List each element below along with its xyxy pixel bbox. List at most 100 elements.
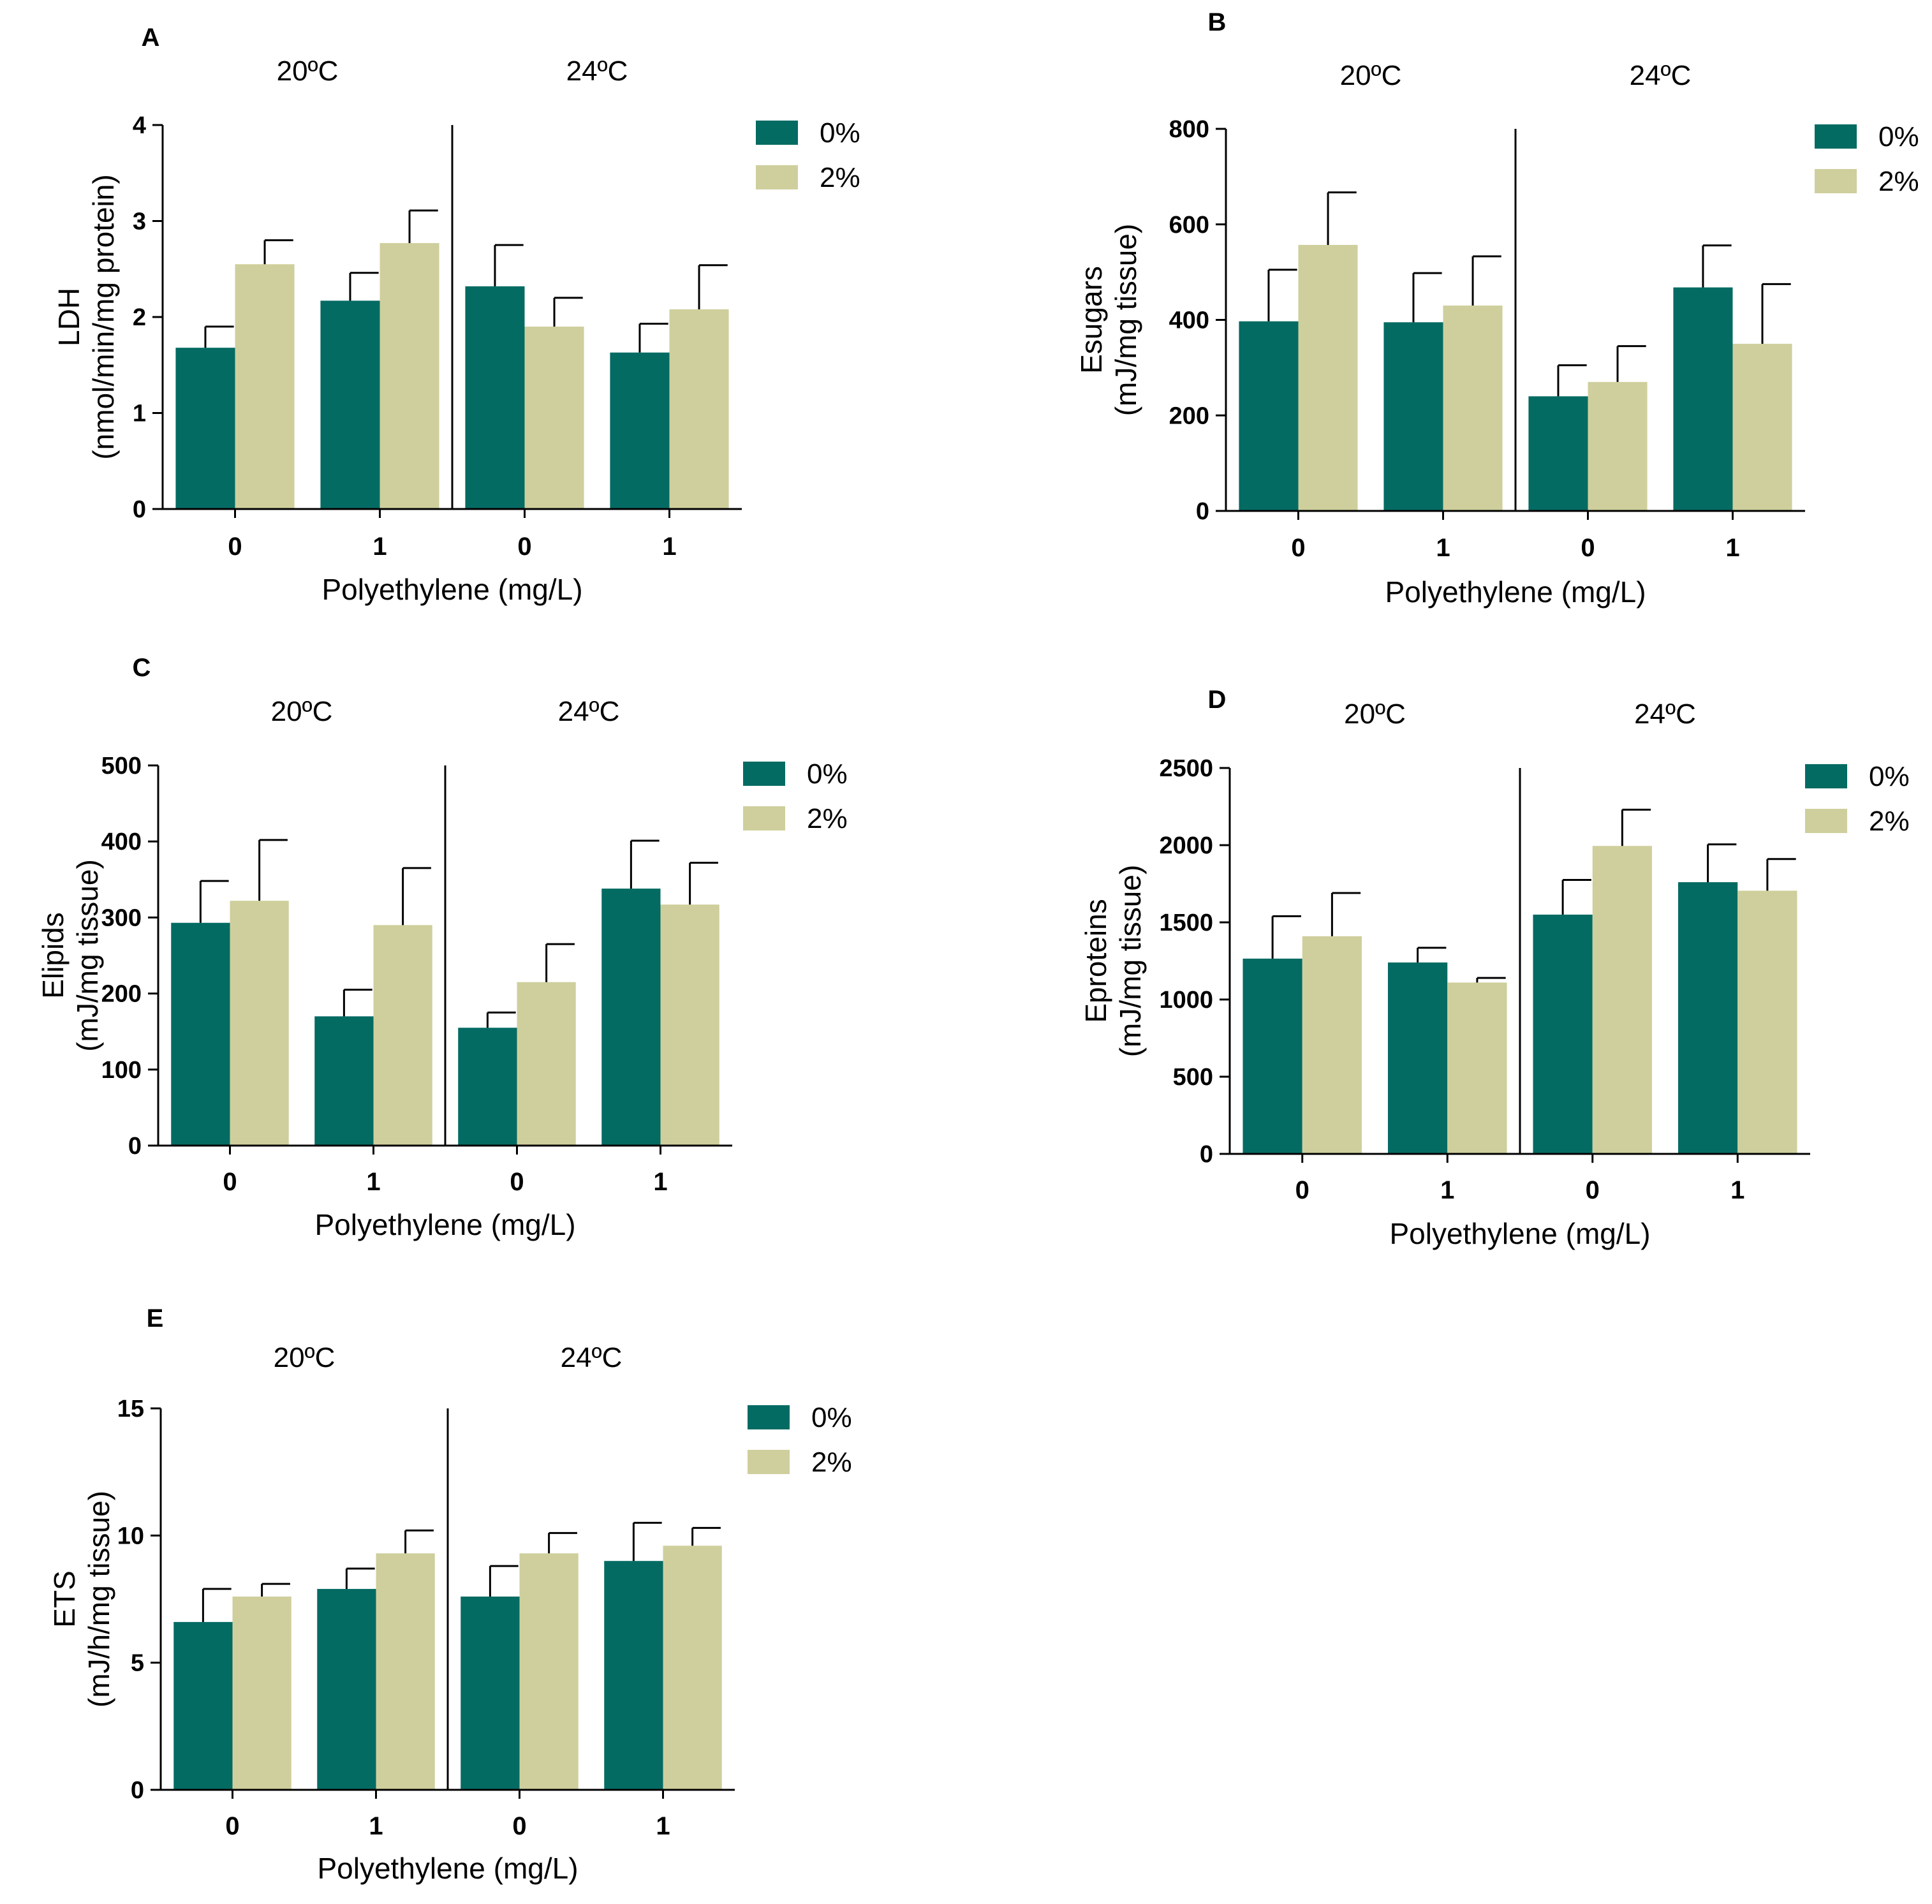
bar-series-2pct [663,1546,722,1790]
x-tick-label: 1 [662,533,676,561]
y-tick-label: 1500 [1159,910,1213,936]
y-tick-label: 15 [117,1396,144,1422]
legend-swatch [1815,169,1857,193]
legend-swatch [1805,809,1847,833]
panel-a: A 20ºC 24ºC 0 1 0 1 0 1 2 3 4 Polyethylene (mg/L) LDH… [52,24,860,606]
bar-series-0pct [461,1597,520,1790]
y-tick-label: 300 [101,904,142,931]
bar-series-0pct [1533,914,1593,1154]
x-tick-label: 1 [1440,1176,1454,1204]
y-axis-title: Eproteins(mJ/mg tissue) [1079,865,1147,1058]
y-tick-label: 10 [117,1523,144,1549]
legend-label: 2% [807,803,848,834]
temperature-label: 20ºC [271,696,333,727]
panel-letter: E [147,1304,164,1332]
temperature-label: 24ºC [1634,698,1696,730]
legend-swatch [748,1450,790,1474]
panel-letter: D [1208,686,1227,714]
legend-label: 2% [1878,166,1919,197]
x-tick-label: 1 [653,1168,667,1196]
bar-series-2pct [1302,936,1362,1154]
y-tick-label: 500 [1173,1064,1213,1091]
legend-swatch [1815,124,1857,149]
legend-swatch [1805,764,1847,788]
x-tick-label: 0 [1581,534,1595,562]
y-tick-label: 0 [1200,1141,1213,1168]
x-axis-title: Polyethylene (mg/L) [317,1852,578,1885]
legend-swatch [756,121,798,145]
x-axis-title: Polyethylene (mg/L) [321,573,582,606]
x-tick-label: 0 [223,1168,237,1196]
bar-series-0pct [1243,958,1302,1154]
y-tick-label: 5 [131,1650,144,1677]
bar-series-0pct [610,352,670,509]
bar-series-2pct [1592,846,1653,1154]
x-axis-title: Polyethylene (mg/L) [314,1208,575,1241]
legend-label: 0% [811,1402,852,1433]
legend-swatch [743,806,785,830]
bar-series-2pct [669,309,729,509]
bar-series-2pct [380,243,439,509]
temperature-label: 24ºC [558,696,620,727]
x-axis-title: Polyethylene (mg/L) [1385,575,1646,609]
bar-series-0pct [601,889,661,1146]
panel-letter: C [133,654,151,682]
y-axis-title: LDH(nmol/min/mg protein) [52,174,120,459]
y-tick-label: 0 [1196,498,1209,525]
bar-series-2pct [1732,343,1792,511]
y-tick-label: 0 [131,1777,144,1804]
y-axis-title: Esugars(mJ/mg tissue) [1075,224,1142,417]
bar-series-2pct [232,1597,291,1790]
bar-series-2pct [1298,244,1358,511]
legend-swatch [743,762,785,786]
panel-letter: A [142,24,160,52]
y-tick-label: 600 [1169,212,1209,239]
x-tick-label: 1 [1725,534,1739,562]
x-tick-label: 0 [225,1812,239,1840]
bar-series-2pct [517,982,576,1146]
temperature-label: 20ºC [1344,698,1406,730]
temperature-label: 24ºC [1630,60,1692,91]
bar-series-2pct [230,901,289,1146]
legend-label: 2% [1869,806,1910,837]
y-tick-label: 2500 [1159,755,1213,782]
y-tick-label: 800 [1169,116,1209,143]
bar-series-2pct [1443,306,1503,511]
bar-series-0pct [604,1561,663,1790]
y-axis-title: Elipids(mJ/mg tissue) [36,859,104,1052]
bar-series-0pct [314,1016,374,1146]
y-tick-label: 200 [101,981,142,1008]
y-tick-label: 1000 [1159,987,1213,1014]
y-tick-label: 4 [133,112,146,139]
temperature-label: 20ºC [1340,60,1402,91]
y-tick-label: 2000 [1159,832,1213,859]
bar-series-0pct [173,1621,233,1790]
x-tick-label: 0 [510,1168,524,1196]
bar-series-0pct [320,300,380,509]
bar-series-0pct [171,922,230,1146]
x-tick-label: 1 [1436,534,1450,562]
y-tick-label: 1 [133,401,146,427]
x-tick-label: 1 [372,533,387,561]
legend-swatch [756,165,798,189]
x-tick-label: 0 [512,1812,526,1840]
y-tick-label: 200 [1169,402,1209,429]
bar-series-2pct [376,1553,435,1790]
x-tick-label: 0 [1586,1176,1600,1204]
bar-series-2pct [1447,982,1507,1154]
panel-letter: B [1208,8,1227,36]
panel-d: D 20ºC 24ºC 0 1 0 1 0 500 1000 1500 2000 2500 Polyeth… [1079,686,1910,1250]
bar-series-0pct [1673,287,1733,511]
y-tick-label: 500 [101,753,142,779]
x-tick-label: 0 [1291,534,1305,562]
legend-swatch [748,1405,790,1429]
bar-series-0pct [1239,321,1299,511]
y-tick-label: 3 [133,209,146,235]
bar-series-0pct [317,1589,376,1790]
panel-c: C 20ºC 24ºC 0 1 0 1 0 100 200 300 400 500 Polyethylen… [36,654,848,1241]
legend-label: 2% [820,162,860,193]
temperature-label: 20ºC [274,1342,336,1373]
bar-series-0pct [1387,962,1448,1154]
